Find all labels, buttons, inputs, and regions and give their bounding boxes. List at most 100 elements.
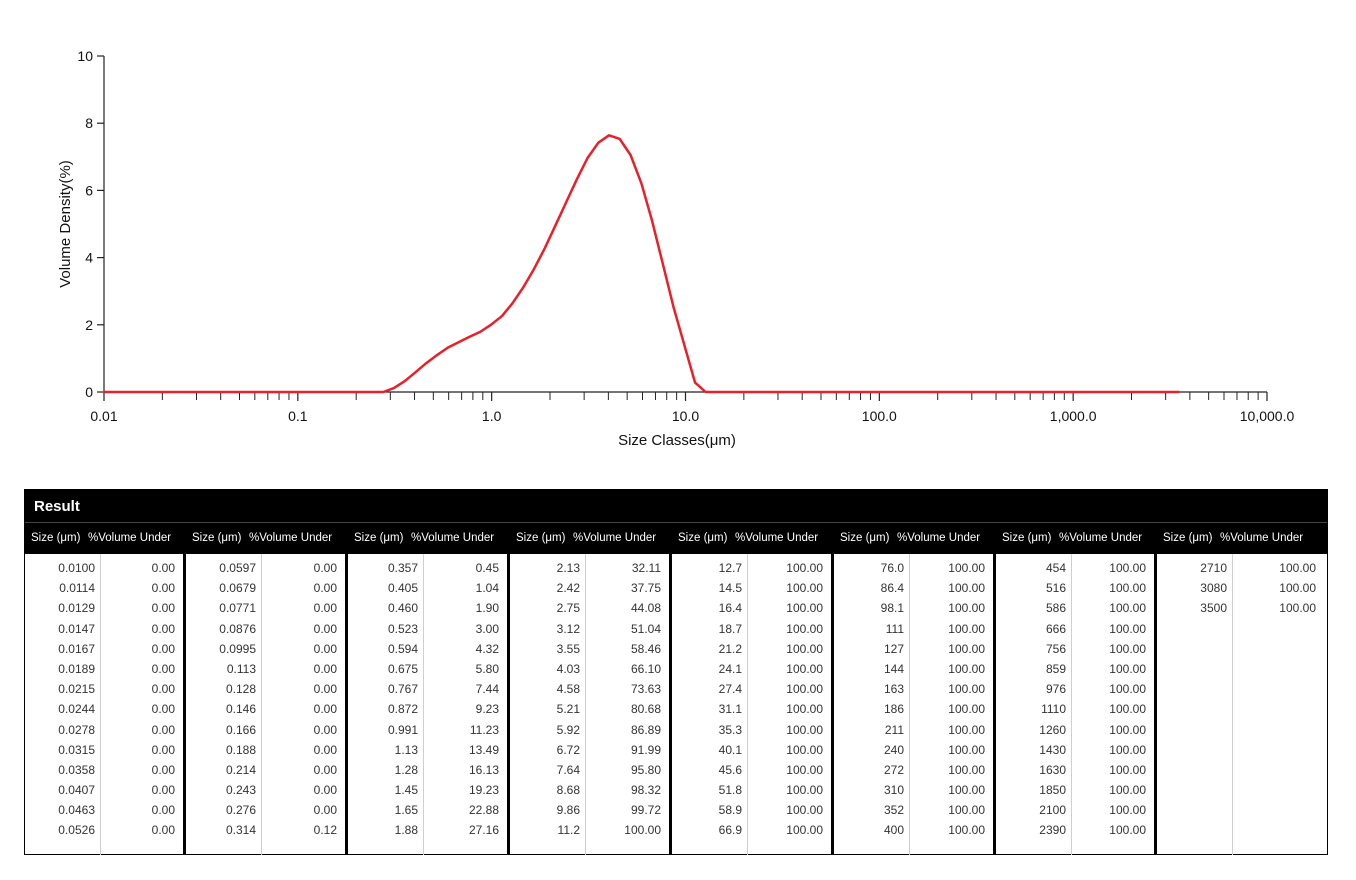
size-value: 1.28 [394,762,418,777]
size-value: 0.243 [225,783,256,798]
size-value: 586 [1045,601,1066,616]
volume-under-value: 86.89 [630,722,661,737]
header-group: Size (μm) %Volume Under [834,523,996,553]
volume-under-value: 0.00 [313,722,337,737]
size-value: 0.166 [225,722,256,737]
volume-under-value: 100.00 [948,682,985,697]
size-value: 0.276 [225,803,256,818]
x-tick-label: 10.0 [672,408,699,424]
size-value: 24.1 [718,661,742,676]
volume-under-value: 100.00 [1279,581,1316,596]
volume-under-value: 100.00 [1109,661,1146,676]
y-axis-title: Volume Density(%) [57,160,74,288]
size-value: 0.113 [226,661,256,676]
volume-under-value: 1.90 [475,601,499,616]
x-tick-label: 0.01 [90,408,117,424]
size-value: 31.1 [718,702,742,717]
volume-under-value: 0.00 [313,803,337,818]
volume-under-value: 0.00 [313,682,337,697]
volume-under-value: 100.00 [948,823,985,838]
result-group: 76.0 86.4 98.1 111 127 144 163 186 211 240 272 310 3… [834,554,996,855]
header-group: Size (μm) %Volume Under [996,523,1157,553]
size-value: 0.0597 [219,561,256,575]
volume-under-value: 0.00 [151,621,175,636]
header-volume-under: %Volume Under [411,532,495,544]
size-value: 0.872 [387,702,418,717]
volume-under-value: 0.00 [151,702,175,717]
result-group: 0.357 0.405 0.460 0.523 0.594 0.675 0.767 0.872… [348,554,510,855]
volume-under-value: 0.12 [313,823,337,838]
volume-under-value: 100.00 [786,803,823,818]
volume-under-value: 0.00 [151,601,175,616]
size-value: 16.4 [718,601,742,616]
volume-under-value: 5.80 [475,661,499,676]
size-value: 240 [883,742,904,757]
size-value: 1850 [1039,783,1066,798]
y-tick-label: 10 [77,48,93,64]
volume-under-value: 100.00 [786,661,823,676]
volume-under-value: 0.00 [313,762,337,777]
volume-under-value: 95.80 [630,762,661,777]
header-volume-under: %Volume Under [897,532,981,544]
y-tick-label: 0 [85,384,93,400]
volume-under-value: 1.04 [475,581,499,596]
volume-under-value: 100.00 [1109,601,1146,616]
volume-under-value: 0.00 [151,561,175,575]
volume-under-value: 0.00 [151,722,175,737]
size-value: 756 [1045,641,1066,656]
volume-under-value: 100.00 [624,823,661,838]
header-volume-under: %Volume Under [249,532,333,544]
size-value: 400 [883,823,904,838]
volume-under-value: 100.00 [1109,621,1146,636]
size-value: 144 [883,661,904,676]
x-tick-label: 100.0 [862,408,897,424]
header-volume-under: %Volume Under [1059,532,1143,544]
volume-under-value: 100.00 [1109,682,1146,697]
header-group: Size (μm) %Volume Under [186,523,348,553]
volume-under-value: 0.45 [475,561,499,575]
size-column: 454 516 586 666 756 859 976 1110 1260 1430 1630 185… [996,554,1072,855]
size-distribution-chart: 0 2 4 6 8 10 0.01 0.1 1.0 10.0 100.0 1,000.0 10,000… [57,48,1294,449]
volume-under-value: 0.00 [313,783,337,798]
size-value: 2100 [1039,803,1066,818]
volume-column: 100.00 100.00 100.00 100.00 100.00 100.00 100.… [748,554,831,855]
volume-column: 100.00 100.00 100.00 100.00 100.00 100.00 100.… [910,554,993,855]
size-value: 0.0995 [219,641,256,656]
size-value: 14.5 [718,581,742,596]
volume-under-value: 27.16 [468,823,499,838]
size-value: 2390 [1039,823,1066,838]
size-value: 18.7 [718,621,742,636]
size-value: 1.65 [394,803,418,818]
size-value: 0.0771 [219,601,256,616]
distribution-line [102,134,1180,394]
size-column: 0.0100 0.0114 0.0129 0.0147 0.0167 0.0189 0.02… [25,554,101,855]
x-tick-label: 1,000.0 [1050,408,1097,424]
result-group: 0.0597 0.0679 0.0771 0.0876 0.0995 0.113 0.128… [186,554,348,855]
volume-under-value: 73.63 [630,682,661,697]
x-tick-label: 1.0 [482,408,502,424]
volume-under-value: 100.00 [786,581,823,596]
volume-under-value: 0.00 [313,601,337,616]
header-group: Size (μm) %Volume Under [348,523,510,553]
size-value: 1430 [1039,742,1066,757]
size-value: 51.8 [718,783,742,798]
size-value: 8.68 [556,783,580,798]
volume-under-value: 0.00 [151,783,175,798]
size-value: 0.0278 [58,722,95,737]
volume-under-value: 100.00 [786,722,823,737]
size-value: 5.92 [556,722,580,737]
volume-under-value: 100.00 [948,621,985,636]
volume-under-value: 0.00 [313,702,337,717]
volume-under-value: 99.72 [630,803,661,818]
volume-column: 100.00 100.00 100.00 [1233,554,1324,855]
size-value: 4.03 [556,661,580,676]
size-value: 0.675 [387,661,418,676]
volume-under-value: 0.00 [151,762,175,777]
volume-under-value: 100.00 [948,561,985,575]
volume-under-value: 100.00 [1109,561,1146,575]
size-value: 3500 [1200,601,1227,616]
volume-under-value: 100.00 [786,641,823,656]
volume-under-value: 0.00 [151,641,175,656]
header-group: Size (μm) %Volume Under [1157,523,1327,553]
size-value: 0.0407 [58,783,95,798]
